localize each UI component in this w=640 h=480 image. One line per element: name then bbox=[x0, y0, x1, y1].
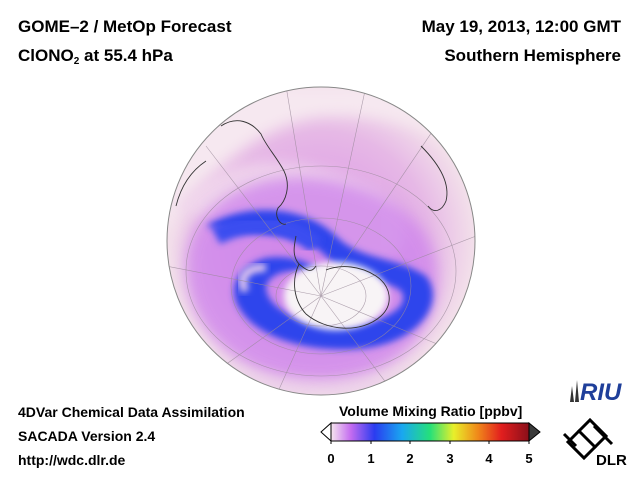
low-value-region-north bbox=[167, 87, 475, 236]
species-name: ClONO bbox=[18, 46, 74, 65]
region-label: Southern Hemisphere bbox=[444, 46, 621, 65]
antarctica-coast bbox=[294, 263, 390, 329]
graticule bbox=[167, 87, 475, 395]
vortex-core bbox=[284, 262, 388, 330]
species-level: at 55.4 hPa bbox=[79, 46, 173, 65]
dlr-emblem-icon bbox=[562, 417, 614, 461]
footer-method: 4DVar Chemical Data Assimilation bbox=[18, 404, 245, 420]
colorbar-tick-label: 2 bbox=[406, 451, 414, 466]
riu-logo-text: RIU bbox=[580, 379, 622, 406]
product-title: GOME–2 / MetOp Forecast bbox=[18, 17, 232, 36]
species-subscript: 2 bbox=[73, 56, 80, 67]
footer-url[interactable]: http://wdc.dlr.de bbox=[18, 452, 126, 468]
dlr-logo: DLR bbox=[562, 417, 627, 469]
colorbar-tick-label: 0 bbox=[327, 451, 335, 466]
datetime-label: May 19, 2013, 12:00 GMT bbox=[421, 17, 621, 36]
high-value-vortex bbox=[206, 209, 433, 350]
colorbar-tick-label: 3 bbox=[446, 451, 454, 466]
coastlines bbox=[175, 120, 448, 329]
colorbar-tick-label: 1 bbox=[367, 451, 375, 466]
colorbar-tick-label: 4 bbox=[485, 451, 493, 466]
globe-outline bbox=[166, 86, 476, 396]
colorbar bbox=[320, 421, 541, 444]
footer-version: SACADA Version 2.4 bbox=[18, 428, 156, 444]
pacific-coast bbox=[175, 160, 207, 207]
africa-coast bbox=[420, 145, 448, 212]
colorbar-gradient bbox=[330, 422, 530, 442]
colorbar-tick-label: 5 bbox=[525, 451, 533, 466]
riu-logo: RIU bbox=[570, 379, 622, 406]
colorbar-high-arrow bbox=[528, 421, 541, 443]
colorbar-ticks bbox=[330, 441, 530, 444]
colorbar-title: Volume Mixing Ratio [ppbv] bbox=[339, 403, 523, 419]
vortex-inner-filament bbox=[238, 263, 267, 294]
colorbar-low-arrow bbox=[320, 421, 332, 443]
dlr-logo-text: DLR bbox=[596, 452, 627, 469]
south-america-coast bbox=[220, 120, 288, 225]
vortex-filament bbox=[211, 216, 323, 253]
species-title: ClONO2 at 55.4 hPa bbox=[18, 46, 173, 67]
globe-map bbox=[166, 86, 476, 396]
